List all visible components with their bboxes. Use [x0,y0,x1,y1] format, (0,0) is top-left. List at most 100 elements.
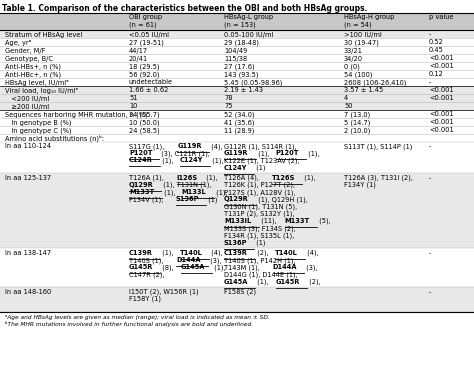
Text: (4),: (4), [210,250,223,256]
Text: (1), Q129H (1),: (1), Q129H (1), [256,196,308,203]
Text: 18 (29.5): 18 (29.5) [129,64,159,70]
Text: (1),: (1), [255,150,271,157]
Text: S136P: S136P [176,196,200,202]
Text: Sequences harboring MHR mutation, n (%): Sequences harboring MHR mutation, n (%) [5,111,147,118]
Text: 41 (35.6): 41 (35.6) [224,119,255,126]
Text: <0.05 IU/ml: <0.05 IU/ml [129,31,169,38]
Text: <200 IU/ml: <200 IU/ml [5,95,49,101]
Text: -: - [429,250,431,256]
Text: (1),: (1), [306,150,319,157]
Text: P120T: P120T [276,150,299,156]
Text: G119R: G119R [224,150,248,156]
Text: S117G (1),: S117G (1), [129,143,166,149]
Text: <0.001: <0.001 [429,56,454,62]
Text: Viral load, log₁₀ IU/mlᵃ: Viral load, log₁₀ IU/mlᵃ [5,87,78,93]
Text: <0.001: <0.001 [429,111,454,118]
Text: C139R: C139R [224,250,248,256]
Text: F134Y (1): F134Y (1) [344,182,376,188]
Text: T140S (1),: T140S (1), [129,257,165,264]
Text: Stratum of HBsAg level: Stratum of HBsAg level [5,31,82,38]
Text: 0.45: 0.45 [429,47,444,54]
Text: 2608 (106-26,410): 2608 (106-26,410) [344,80,407,86]
Text: T140L: T140L [275,250,298,256]
Text: 115/38: 115/38 [224,56,247,62]
Text: 10 (50.0): 10 (50.0) [129,119,160,126]
Text: T140S (1), P142H (1),: T140S (1), P142H (1), [224,257,295,264]
Text: (1): (1) [255,240,266,246]
Text: C124R: C124R [129,157,153,164]
Text: 104/49: 104/49 [224,47,247,54]
Text: G145R: G145R [275,278,300,285]
Text: F134R (1), S135L (1),: F134R (1), S135L (1), [224,232,294,239]
Text: 78: 78 [224,95,233,101]
Text: 56 (92.0): 56 (92.0) [129,72,160,78]
Text: T126S: T126S [272,175,295,181]
Text: P127S (1), A128V (1),: P127S (1), A128V (1), [224,189,295,196]
Text: <0.001: <0.001 [429,128,454,134]
Text: G130N (1), T131N (5),: G130N (1), T131N (5), [224,204,297,210]
Text: T126A (3), T131I (2),: T126A (3), T131I (2), [344,175,413,181]
Text: T143M (1),: T143M (1), [224,264,262,271]
Text: (4),: (4), [305,250,318,256]
Text: 27 (17.6): 27 (17.6) [224,64,255,70]
Text: (1),: (1), [162,189,177,196]
Text: 33/21: 33/21 [344,47,363,54]
Text: -: - [429,80,431,85]
Text: (1),: (1), [210,157,224,164]
Text: 0 (0): 0 (0) [344,64,360,70]
Text: Amino acid substitutions (n)ᵇ:: Amino acid substitutions (n)ᵇ: [5,135,104,142]
Text: p value: p value [429,15,454,21]
Text: M133T: M133T [129,189,154,195]
Text: 44/17: 44/17 [129,47,148,54]
Text: (3),: (3), [208,257,221,264]
Text: In aa 125-137: In aa 125-137 [5,175,51,181]
Text: (1),: (1), [160,250,175,256]
Text: 34 (55.7): 34 (55.7) [129,111,160,118]
Text: D144G (1), D144E (1),: D144G (1), D144E (1), [224,272,298,278]
Bar [0,94,474,102]
Text: G145A: G145A [224,278,248,285]
Text: C124Y: C124Y [224,165,247,170]
Text: M133IL: M133IL [224,218,251,224]
Text: (1): (1) [206,196,218,203]
Text: M133S (3), F134S (2),: M133S (3), F134S (2), [224,225,296,232]
Text: -: - [429,31,431,38]
Text: Genotype, B/C: Genotype, B/C [5,56,53,62]
Text: undetectable: undetectable [129,80,173,85]
Bar [0,13,474,30]
Text: G145R: G145R [129,264,154,270]
Text: T131P (2), S132Y (1),: T131P (2), S132Y (1), [224,211,294,217]
Text: (5),: (5), [317,218,331,224]
Text: 0.12: 0.12 [429,72,444,77]
Text: In aa 110-124: In aa 110-124 [5,143,51,149]
Text: 10: 10 [129,103,137,110]
Text: (1): (1) [255,165,266,171]
Text: I150T (2), W156R (1): I150T (2), W156R (1) [129,289,199,295]
Text: C124Y: C124Y [180,157,203,164]
Text: T126A (4),: T126A (4), [224,175,261,181]
Text: 2.19 ± 1.43: 2.19 ± 1.43 [224,87,263,93]
Text: 51: 51 [129,95,137,101]
Text: Table 1. Comparison of the characteristics between the OBI and both HBsAg groups: Table 1. Comparison of the characteristi… [2,4,367,13]
Text: (1), T131N (1),: (1), T131N (1), [161,182,211,188]
Text: HBsAg-L group
(n = 153): HBsAg-L group (n = 153) [224,15,273,28]
Text: S136P: S136P [224,240,247,246]
Text: (3),: (3), [304,264,318,271]
Bar [0,173,474,248]
Text: 4: 4 [344,95,348,101]
Text: K122E (1), T123AV (2),: K122E (1), T123AV (2), [224,157,300,164]
Text: F134V (1),: F134V (1), [129,196,165,203]
Text: Anti-HBc+, n (%): Anti-HBc+, n (%) [5,72,61,78]
Text: In genotype C (%): In genotype C (%) [5,128,72,134]
Text: 5 (14.7): 5 (14.7) [344,119,370,126]
Text: Age, yrᵃ: Age, yrᵃ [5,39,31,46]
Text: 54 (100): 54 (100) [344,72,373,78]
Text: (1),: (1), [302,175,315,181]
Text: G145A: G145A [181,264,205,270]
Text: HBsAg-H group
(n = 54): HBsAg-H group (n = 54) [344,15,394,28]
Text: F158Y (1): F158Y (1) [129,296,161,303]
Text: <0.001: <0.001 [429,119,454,126]
Text: 3.57 ± 1.45: 3.57 ± 1.45 [344,87,383,93]
Text: 20/41: 20/41 [129,56,148,62]
Text: T126K (1), P127T (2),: T126K (1), P127T (2), [224,182,295,188]
